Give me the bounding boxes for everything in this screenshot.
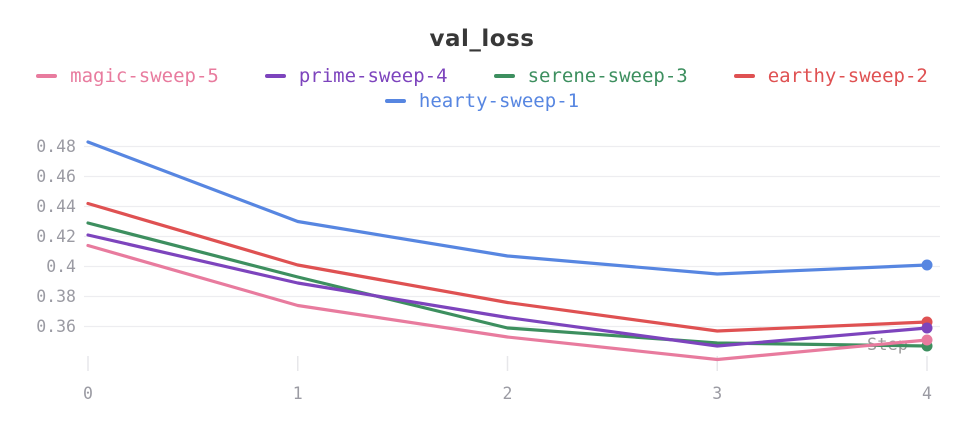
legend-row-1: magic-sweep-5 prime-sweep-4 serene-sweep…: [0, 65, 964, 87]
legend-line-swatch: [493, 74, 515, 78]
legend: magic-sweep-5 prime-sweep-4 serene-sweep…: [0, 65, 964, 112]
legend-item-earthy-sweep-2[interactable]: earthy-sweep-2: [733, 65, 928, 87]
series-line-hearty-sweep-1[interactable]: [86, 140, 929, 276]
y-tick-label: 0.36: [36, 317, 76, 336]
y-tick-label: 0.48: [36, 137, 76, 156]
legend-label: serene-sweep-3: [527, 65, 688, 87]
x-tick-label: 0: [83, 384, 93, 403]
y-tick-label: 0.4: [46, 257, 76, 276]
legend-item-magic-sweep-5[interactable]: magic-sweep-5: [36, 65, 219, 87]
legend-row-2: hearty-sweep-1: [0, 90, 964, 112]
legend-line-swatch: [384, 99, 406, 103]
legend-label: earthy-sweep-2: [767, 65, 928, 87]
legend-item-hearty-sweep-1[interactable]: hearty-sweep-1: [384, 90, 580, 112]
chart-title: val_loss: [429, 26, 535, 52]
series-endpoint-magic-sweep-5[interactable]: [921, 334, 933, 346]
series-endpoint-prime-sweep-4[interactable]: [921, 322, 933, 334]
y-tick-label: 0.46: [36, 167, 76, 186]
legend-line-swatch: [36, 74, 58, 78]
series-line-earthy-sweep-2[interactable]: [86, 201, 929, 333]
y-tick-label: 0.44: [36, 197, 76, 216]
series-line-prime-sweep-4[interactable]: [86, 233, 929, 348]
y-tick-label: 0.38: [36, 287, 76, 306]
x-tick-label: 4: [922, 384, 932, 403]
series-line-magic-sweep-5[interactable]: [86, 243, 929, 362]
x-tick-label: 3: [712, 384, 722, 403]
series-line-serene-sweep-3[interactable]: [86, 221, 929, 348]
legend-label: magic-sweep-5: [70, 65, 219, 87]
legend-item-prime-sweep-4[interactable]: prime-sweep-4: [264, 65, 448, 87]
legend-item-serene-sweep-3[interactable]: serene-sweep-3: [493, 65, 688, 87]
series-endpoint-hearty-sweep-1[interactable]: [921, 259, 933, 271]
legend-label: hearty-sweep-1: [418, 90, 580, 112]
legend-label: prime-sweep-4: [298, 65, 448, 87]
legend-line-swatch: [733, 74, 755, 78]
y-tick-label: 0.42: [36, 227, 76, 246]
x-tick-label: 1: [293, 384, 303, 403]
legend-line-swatch: [264, 74, 286, 78]
x-tick-label: 2: [503, 384, 513, 403]
